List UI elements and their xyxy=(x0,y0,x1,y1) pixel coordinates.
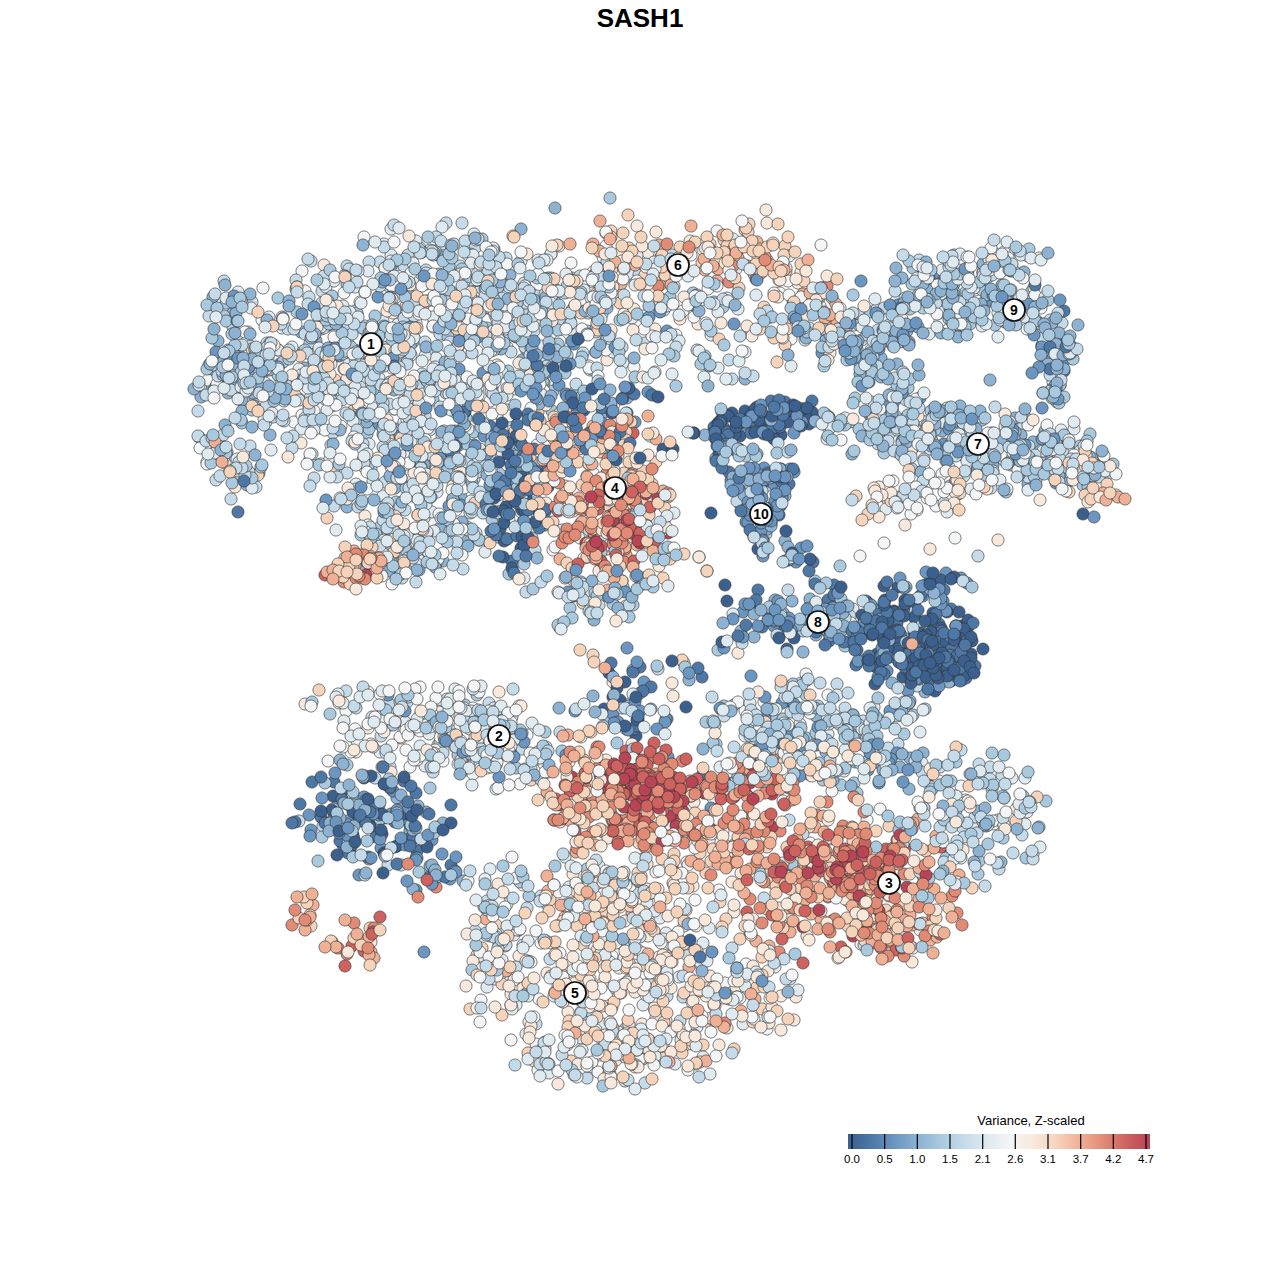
svg-text:3.7: 3.7 xyxy=(1073,1153,1089,1165)
svg-text:0.0: 0.0 xyxy=(844,1153,860,1165)
svg-text:9: 9 xyxy=(1010,302,1018,318)
svg-text:6: 6 xyxy=(674,257,682,273)
svg-text:SASH1: SASH1 xyxy=(597,3,684,33)
svg-text:2.1: 2.1 xyxy=(975,1153,991,1165)
svg-text:3.1: 3.1 xyxy=(1040,1153,1056,1165)
svg-text:4.2: 4.2 xyxy=(1105,1153,1121,1165)
svg-text:10: 10 xyxy=(753,506,769,522)
svg-text:3: 3 xyxy=(885,875,893,891)
svg-text:5: 5 xyxy=(571,985,579,1001)
svg-text:Variance, Z-scaled: Variance, Z-scaled xyxy=(977,1113,1084,1128)
svg-text:2: 2 xyxy=(495,728,503,744)
svg-text:1: 1 xyxy=(367,336,375,352)
svg-text:2.6: 2.6 xyxy=(1007,1153,1023,1165)
svg-text:0.5: 0.5 xyxy=(877,1153,893,1165)
svg-text:1.5: 1.5 xyxy=(942,1153,958,1165)
svg-text:7: 7 xyxy=(974,436,982,452)
svg-text:8: 8 xyxy=(814,614,822,630)
svg-text:1.0: 1.0 xyxy=(909,1153,925,1165)
svg-text:4: 4 xyxy=(611,480,619,496)
svg-text:4.7: 4.7 xyxy=(1138,1153,1154,1165)
